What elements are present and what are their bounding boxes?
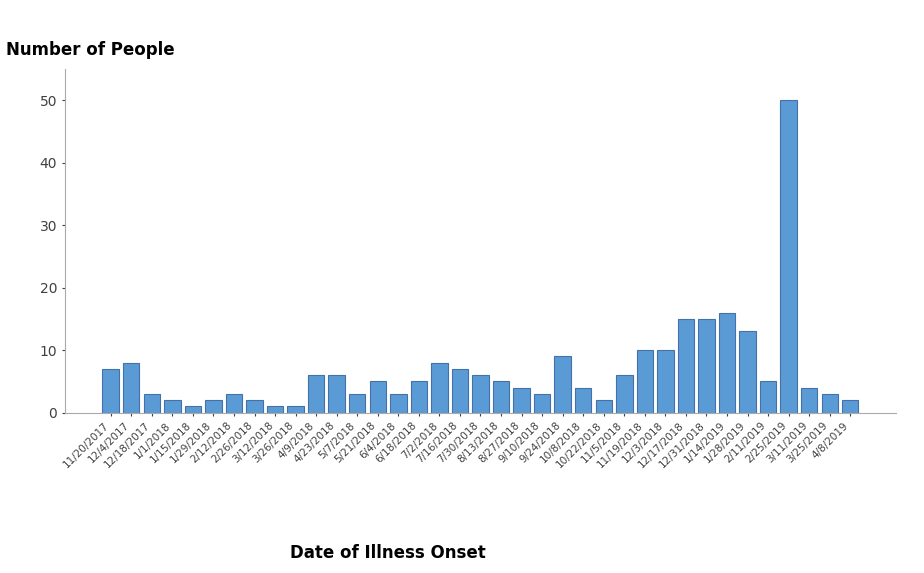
Bar [143,394,160,413]
Bar [514,387,529,413]
Bar [247,400,262,413]
Bar [760,381,776,413]
Bar [719,312,736,413]
Bar [410,381,427,413]
Bar [801,387,818,413]
Bar [164,400,180,413]
Bar [657,350,674,413]
Bar [308,375,324,413]
Bar [492,381,509,413]
Bar [677,319,694,413]
Bar [554,356,571,413]
Bar [575,387,591,413]
Text: Date of Illness Onset: Date of Illness Onset [290,544,486,562]
Bar [699,319,714,413]
Bar [821,394,838,413]
Bar [349,394,365,413]
Text: Number of People: Number of People [6,41,175,59]
Bar [328,375,345,413]
Bar [267,406,284,413]
Bar [123,363,140,413]
Bar [225,394,242,413]
Bar [205,400,222,413]
Bar [287,406,304,413]
Bar [637,350,653,413]
Bar [103,369,119,413]
Bar [390,394,407,413]
Bar [472,375,489,413]
Bar [781,100,796,413]
Bar [616,375,633,413]
Bar [370,381,386,413]
Bar [842,400,858,413]
Bar [452,369,468,413]
Bar [432,363,447,413]
Bar [185,406,201,413]
Bar [596,400,612,413]
Bar [534,394,551,413]
Bar [739,331,756,413]
